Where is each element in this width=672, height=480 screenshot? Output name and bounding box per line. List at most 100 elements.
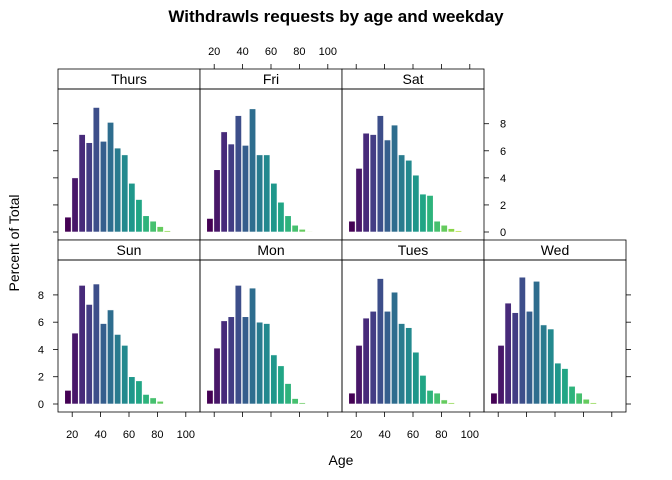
x-tick-label: 60 — [265, 46, 277, 58]
strip-label: Fri — [263, 71, 279, 87]
x-tick-label: 60 — [123, 429, 135, 441]
x-tick-label: 100 — [319, 46, 337, 58]
histogram-bar — [234, 285, 242, 405]
histogram-bar — [405, 159, 413, 233]
histogram-bar — [78, 134, 86, 233]
y-tick-label: 8 — [500, 119, 506, 131]
histogram-bar — [568, 385, 576, 405]
x-tick-label: 40 — [94, 429, 106, 441]
histogram-bar — [440, 224, 448, 233]
histogram-bar — [142, 215, 150, 233]
panel-tues: Tues 20 40 60 80 100 — [341, 239, 485, 441]
histogram-bar — [277, 201, 285, 233]
histogram-bar — [85, 142, 93, 233]
histogram-bar — [518, 276, 526, 405]
strip-label: Sat — [402, 71, 423, 87]
histogram-bar — [525, 310, 533, 405]
strip-label: Wed — [541, 242, 570, 258]
histogram-bar — [383, 139, 391, 233]
panel-mon: Mon — [199, 239, 343, 417]
y-tick-label: 4 — [500, 173, 506, 185]
histogram-bar — [504, 302, 512, 405]
histogram-bar — [454, 230, 462, 233]
strip-label: Sun — [117, 242, 142, 258]
histogram-bar — [433, 392, 441, 405]
x-tick-label: 100 — [177, 429, 195, 441]
histogram-bar — [92, 107, 100, 233]
histogram-bar — [540, 324, 548, 405]
histogram-bar — [383, 310, 391, 405]
histogram-bar — [270, 354, 278, 405]
histogram-bar — [511, 312, 519, 405]
histogram-bar — [71, 332, 79, 405]
histogram-bar — [213, 169, 221, 233]
histogram-bar — [128, 182, 136, 233]
panel-wed: Wed — [483, 239, 631, 417]
histogram-bar — [121, 345, 129, 405]
y-tick-label: 2 — [500, 200, 506, 212]
x-tick-label: 20 — [350, 429, 362, 441]
histogram-bar — [121, 154, 129, 233]
histogram-bar — [298, 228, 306, 233]
histogram-bar — [376, 115, 384, 233]
histogram-bar — [92, 283, 100, 405]
histogram-bar — [440, 399, 448, 405]
histogram-bar — [64, 216, 72, 233]
histogram-bar — [220, 320, 228, 405]
histogram-bar — [426, 195, 434, 233]
y-axis-label: Percent of Total — [6, 194, 22, 291]
histogram-bar — [156, 400, 164, 405]
histogram-bar — [412, 174, 420, 233]
histogram-bar — [206, 390, 214, 405]
histogram-bar — [156, 226, 164, 233]
y-tick-label: 4 — [38, 344, 44, 356]
x-tick-label: 60 — [407, 429, 419, 441]
histogram-bar — [589, 402, 597, 405]
histogram-bar — [135, 380, 143, 405]
histogram-bar — [398, 323, 406, 405]
histogram-bar — [447, 228, 455, 233]
histogram-bar — [419, 375, 427, 405]
histogram-bar — [227, 143, 235, 233]
x-tick-label: 100 — [461, 429, 479, 441]
y-tick-label: 6 — [38, 317, 44, 329]
histogram-bar — [256, 154, 264, 233]
histogram-bar — [234, 115, 242, 233]
histogram-bar — [249, 108, 257, 233]
x-tick-label: 20 — [208, 46, 220, 58]
histogram-bar — [128, 376, 136, 405]
histogram-bar — [163, 230, 171, 233]
histogram-bar — [554, 362, 562, 405]
histogram-bar — [547, 328, 555, 405]
histogram-bar — [284, 383, 292, 405]
histogram-bar — [305, 231, 313, 233]
histogram-bar — [206, 218, 214, 233]
histogram-bar — [149, 220, 157, 233]
histogram-bar — [426, 390, 434, 405]
histogram-bar — [582, 398, 590, 405]
histogram-bar — [533, 280, 541, 405]
histogram-bar — [348, 392, 356, 405]
histogram-bar — [263, 323, 271, 405]
histogram-bar — [291, 224, 299, 233]
histogram-bar — [277, 365, 285, 405]
histogram-bar — [227, 316, 235, 405]
histogram-bar — [71, 177, 79, 233]
panel-thurs: Thurs — [53, 68, 201, 241]
histogram-bar — [561, 368, 569, 405]
x-tick-label: 40 — [378, 429, 390, 441]
histogram-bar — [291, 398, 299, 405]
y-tick-label: 8 — [38, 290, 44, 302]
histogram-bar — [433, 220, 441, 233]
histogram-bar — [107, 122, 115, 233]
histogram-bar — [107, 309, 115, 405]
histogram-bar — [419, 193, 427, 233]
histogram-bar — [142, 394, 150, 405]
histogram-bar — [85, 304, 93, 405]
y-tick-label: 6 — [500, 146, 506, 158]
histogram-bar — [376, 278, 384, 405]
histogram-bar — [398, 154, 406, 233]
histogram-bar — [213, 347, 221, 405]
histogram-bar — [99, 141, 107, 233]
histogram-bar — [99, 323, 107, 405]
